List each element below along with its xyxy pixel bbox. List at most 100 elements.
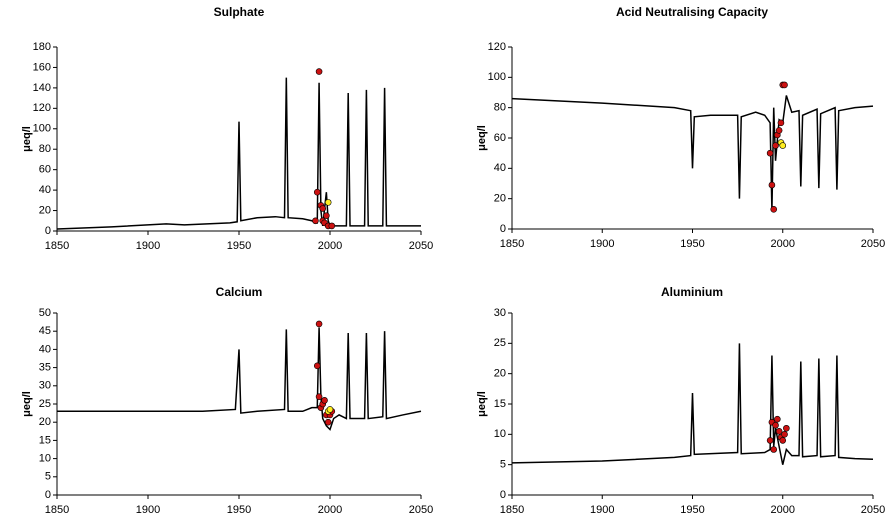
y-tick-label: 0: [45, 225, 51, 237]
chart-title: Calcium: [216, 285, 263, 299]
x-tick-label: 1850: [500, 238, 524, 250]
data-point: [313, 188, 321, 196]
y-tick-label: 10: [39, 453, 51, 465]
data-point: [323, 212, 330, 219]
chart-title: Sulphate: [214, 5, 265, 19]
y-tick-label: 5: [45, 471, 51, 483]
data-point: [324, 418, 332, 426]
subplot: Aluminium μeq/l 0 5 10 15 20 25 30 1850 1900 1950 20…: [476, 285, 885, 516]
data-point: [312, 217, 319, 225]
data-point: [775, 427, 783, 435]
subplot: Acid Neutralising Capacity μeq/l 0 20 40 60 80…: [476, 5, 885, 250]
data-point: [770, 446, 778, 453]
y-axis-label: μeq/l: [21, 391, 33, 417]
y-tick-label: 100: [33, 123, 51, 135]
data-point: [779, 437, 787, 444]
x-tick-label: 1900: [590, 238, 614, 250]
y-tick-label: 20: [494, 368, 506, 380]
y-tick-label: 5: [500, 459, 506, 471]
data-line: [511, 343, 874, 465]
y-tick-label: 20: [494, 193, 506, 205]
x-tick-label: 1900: [590, 504, 614, 516]
chart-title: Acid Neutralising Capacity: [616, 5, 768, 19]
data-point: [324, 199, 332, 206]
y-tick-label: 140: [33, 82, 51, 94]
data-point: [313, 362, 321, 370]
subplot: Sulphate μeq/l 0 20 40 60 80 100 120 140 160 180 185…: [21, 5, 433, 252]
x-tick-label: 2050: [409, 504, 433, 516]
data-point: [766, 437, 774, 444]
x-tick-label: 1950: [680, 504, 704, 516]
data-point: [777, 119, 785, 127]
y-tick-label: 40: [494, 162, 506, 174]
x-tick-label: 1850: [500, 504, 524, 516]
y-tick-label: 180: [33, 41, 51, 53]
data-point: [774, 415, 781, 423]
x-tick-label: 1950: [227, 504, 251, 516]
data-point: [779, 142, 787, 149]
y-tick-label: 25: [39, 398, 51, 410]
data-point: [766, 149, 774, 157]
data-point: [781, 431, 788, 438]
y-tick-label: 60: [39, 164, 51, 176]
y-axis-label: μeq/l: [476, 391, 488, 417]
data-point: [772, 142, 779, 149]
x-tick-label: 2050: [861, 504, 885, 516]
y-tick-label: 0: [500, 489, 506, 501]
y-tick-label: 30: [494, 307, 506, 319]
subplot: Calcium μeq/l 0 5 10 15 20 25 30 35 40 45 50 1850 1900…: [21, 285, 433, 516]
x-tick-label: 2000: [318, 240, 342, 252]
y-tick-label: 10: [494, 428, 506, 440]
data-point: [315, 393, 323, 401]
y-tick-label: 40: [39, 184, 51, 196]
data-point: [775, 127, 783, 134]
data-point: [315, 320, 323, 328]
y-tick-label: 120: [33, 102, 51, 114]
x-tick-label: 2000: [771, 504, 795, 516]
y-tick-label: 120: [488, 41, 506, 53]
x-tick-label: 1950: [227, 240, 251, 252]
y-tick-label: 20: [39, 204, 51, 216]
data-point: [315, 68, 323, 75]
y-tick-label: 50: [39, 307, 51, 319]
y-tick-label: 15: [39, 434, 51, 446]
y-axis-label: μeq/l: [21, 126, 33, 152]
y-tick-label: 35: [39, 362, 51, 374]
data-point: [783, 424, 790, 432]
x-tick-label: 1900: [136, 504, 160, 516]
y-tick-label: 0: [500, 223, 506, 235]
x-tick-label: 2050: [409, 240, 433, 252]
data-point: [770, 205, 778, 213]
y-tick-label: 15: [494, 398, 506, 410]
x-tick-label: 2050: [861, 238, 885, 250]
y-tick-label: 160: [33, 61, 51, 73]
y-tick-label: 20: [39, 416, 51, 428]
y-tick-label: 40: [39, 343, 51, 355]
x-tick-label: 2000: [318, 504, 342, 516]
data-point: [319, 205, 327, 212]
data-point: [781, 81, 788, 89]
y-tick-label: 100: [488, 71, 506, 83]
data-point: [772, 421, 779, 429]
x-tick-label: 1850: [45, 504, 69, 516]
x-tick-label: 1900: [136, 240, 160, 252]
x-tick-label: 1950: [680, 238, 704, 250]
y-tick-label: 30: [39, 380, 51, 392]
data-point: [326, 406, 334, 413]
y-tick-label: 45: [39, 325, 51, 337]
y-tick-label: 60: [494, 132, 506, 144]
y-tick-label: 80: [39, 143, 51, 155]
data-point: [321, 397, 328, 404]
data-point: [768, 181, 776, 189]
data-line: [56, 77, 421, 230]
x-tick-label: 1850: [45, 240, 69, 252]
data-line: [511, 95, 874, 211]
y-tick-label: 0: [45, 489, 51, 501]
x-tick-label: 2000: [771, 238, 795, 250]
y-tick-label: 80: [494, 102, 506, 114]
data-line: [57, 327, 422, 431]
chart-title: Aluminium: [661, 285, 723, 299]
data-point: [328, 222, 336, 230]
